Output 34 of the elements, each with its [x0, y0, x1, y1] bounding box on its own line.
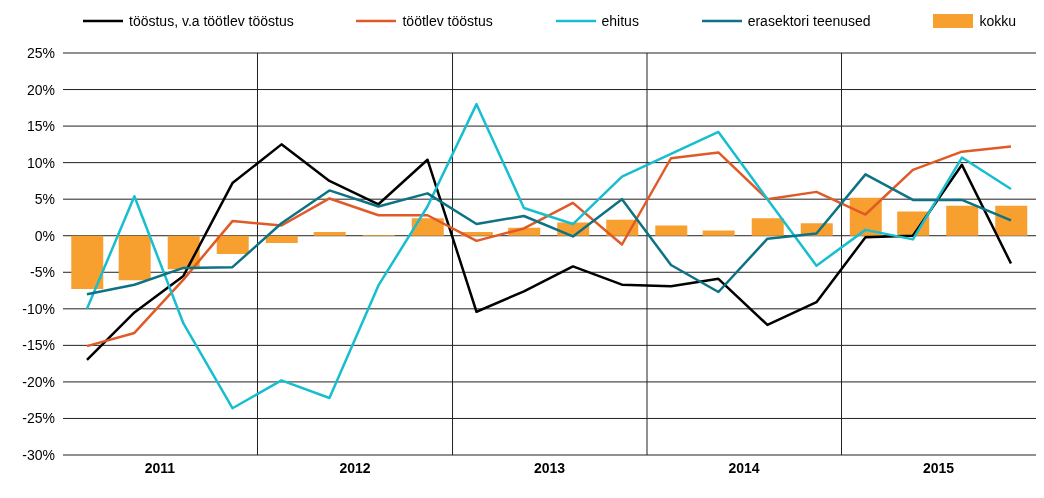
y-tick-label: 25% — [26, 44, 55, 61]
bar — [655, 225, 688, 236]
y-tick-label: 10% — [26, 154, 55, 171]
x-tick-label: 2014 — [728, 459, 760, 476]
x-tick-label: 2012 — [339, 459, 371, 476]
x-tick-label: 2011 — [144, 459, 176, 476]
bar — [71, 235, 104, 290]
x-tick-label: 2015 — [922, 459, 955, 476]
y-tick-label: -25% — [22, 410, 55, 427]
line-series — [85, 173, 1013, 296]
bar — [118, 235, 151, 281]
legend-label: töötlev tööstus — [402, 13, 493, 29]
bar — [265, 235, 298, 244]
y-tick-label: -30% — [22, 446, 55, 463]
legend-label: tööstus, v.a töötlev tööstus — [129, 13, 294, 29]
legend-label: ehitus — [601, 13, 639, 29]
line-series — [85, 102, 1013, 410]
bar — [216, 235, 249, 254]
bar — [313, 232, 346, 236]
y-tick-label: 15% — [26, 118, 55, 135]
legend-label: kokku — [979, 13, 1016, 29]
y-tick-label: -15% — [22, 337, 55, 354]
bar — [946, 205, 979, 236]
bar — [702, 230, 735, 236]
y-tick-label: -5% — [30, 264, 55, 281]
y-tick-label: 0% — [34, 227, 55, 244]
bar — [751, 218, 784, 236]
bar — [995, 205, 1028, 236]
legend-label: erasektori teenused — [747, 13, 871, 29]
y-tick-label: 5% — [34, 191, 55, 208]
y-tick-label: 20% — [26, 81, 55, 98]
y-tick-label: -20% — [22, 373, 55, 390]
x-tick-label: 2013 — [533, 459, 566, 476]
y-tick-label: -10% — [22, 300, 55, 317]
